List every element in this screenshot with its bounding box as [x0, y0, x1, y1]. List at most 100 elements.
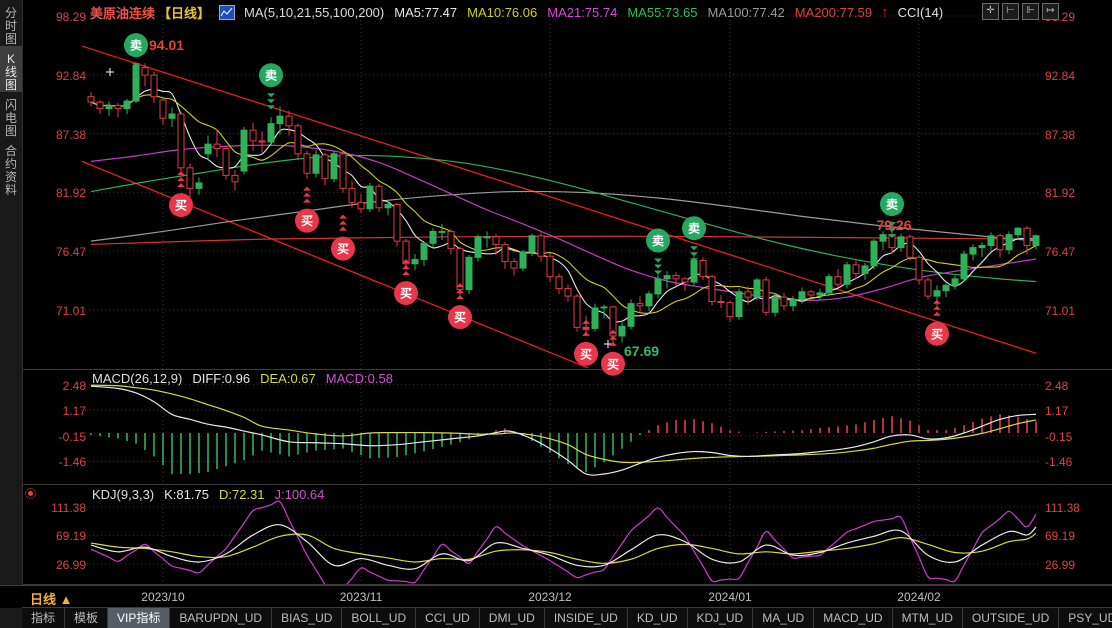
header-segment: MA(5,10,21,55,100,200) [244, 4, 385, 20]
axis-label: 111.38 [1045, 501, 1080, 515]
svg-text:买: 买 [337, 242, 349, 256]
buy-signal[interactable]: 买 [925, 299, 949, 346]
indicator-title-segment: K:81.75 [164, 487, 209, 502]
indicator-tab-模板[interactable]: 模板 [65, 608, 109, 628]
kdj-panel [90, 500, 1037, 584]
indicator-tab-PSY_UD[interactable]: PSY_UD [1059, 608, 1112, 628]
sidebar-item-闪电图[interactable]: 闪 电 图 [4, 98, 17, 138]
ma21-line [90, 144, 1037, 302]
axis-label: 81.92 [55, 186, 86, 201]
indicator-tab-BIAS_UD[interactable]: BIAS_UD [272, 608, 343, 628]
axis-label: 76.47 [1045, 245, 1076, 260]
anchor-mark [106, 68, 114, 76]
svg-text:买: 买 [607, 357, 619, 371]
ma55-line [90, 154, 1037, 283]
header-segment: MA55:73.65 [627, 4, 698, 20]
axis-label: 26.99 [55, 557, 86, 572]
svg-text:卖: 卖 [688, 221, 700, 236]
svg-text:卖: 卖 [265, 68, 277, 83]
indicator-tab-BOLL_UD[interactable]: BOLL_UD [342, 608, 417, 628]
sell-signal[interactable]: 卖 [259, 63, 283, 110]
indicator-title-segment: DEA:0.67 [260, 371, 316, 386]
axis-label: 69.19 [55, 529, 86, 544]
diff-line [90, 385, 1037, 476]
price-gridlines [85, 15, 1041, 565]
trendline [81, 45, 1037, 354]
axis-label: 2.48 [62, 378, 86, 393]
svg-text:买: 买 [301, 214, 313, 228]
buy-signal[interactable]: 买 67.69 [601, 329, 659, 376]
buy-signal[interactable]: 买 [448, 283, 472, 330]
chart-toolbar-icons: ✛ ⊢ ⊩ ↦ [982, 3, 1059, 20]
indicator-tab-KDJ_UD[interactable]: KDJ_UD [688, 608, 754, 628]
indicator-tab-VIP指标[interactable]: VIP指标 [108, 608, 171, 628]
axis-right-icon[interactable]: ⊩ [1022, 3, 1039, 20]
buy-signal[interactable]: 买 [394, 259, 418, 306]
indicator-tab-指标[interactable]: 指标 [22, 608, 66, 628]
indicator-tab-DMI_UD[interactable]: DMI_UD [480, 608, 545, 628]
buy-signal[interactable]: 买 [331, 214, 355, 261]
kdj-title: KDJ(9,3,3) K:81.75 D:72.31 J:100.64 [92, 487, 324, 502]
header-segment: MA5:77.47 [394, 4, 458, 20]
svg-text:卖: 卖 [130, 38, 142, 53]
sell-signal[interactable]: 卖 [646, 228, 670, 275]
sell-signal[interactable]: 卖 94.01 [124, 33, 184, 80]
indicator-tab-CCI_UD[interactable]: CCI_UD [416, 608, 480, 628]
date-label: 2023/10 [141, 590, 185, 604]
buy-signal[interactable]: 买 [169, 171, 193, 218]
sidebar-item-K线图[interactable]: K 线 图 [0, 46, 22, 92]
sell-signal[interactable]: 卖 79.26 [876, 192, 912, 239]
indicator-tab-INSIDE_UD[interactable]: INSIDE_UD [545, 608, 628, 628]
axis-label: 92.84 [55, 68, 86, 83]
axis-label: 1.17 [62, 404, 86, 419]
indicator-title-segment: MACD:0.58 [325, 371, 393, 386]
indicator-tab-bar: 指标 模板 VIP指标 BARUPDN_UD BIAS_UD BOLL_UD CCI_UD D… [22, 607, 1112, 628]
indicator-tab-MACD_UD[interactable]: MACD_UD [814, 608, 893, 628]
dea-line [90, 384, 1037, 464]
axis-label: 76.47 [55, 245, 86, 260]
buy-signal[interactable]: 买 [574, 319, 598, 366]
k-line [90, 524, 1037, 570]
svg-text:卖: 卖 [886, 197, 898, 212]
ma5-line [90, 88, 1037, 323]
axis-left-icon[interactable]: ⊢ [1002, 3, 1019, 20]
axis-label: 1.17 [1045, 404, 1069, 419]
indicator-title-segment: D:72.31 [218, 487, 265, 502]
indicator-title-segment: J:100.64 [274, 487, 325, 502]
indicator-tab-OUTSIDE_UD[interactable]: OUTSIDE_UD [963, 608, 1060, 628]
indicator-title-segment: MACD(26,12,9) [92, 371, 183, 386]
sell-signal[interactable]: 卖 [682, 216, 706, 263]
axis-label: 111.38 [51, 501, 86, 515]
expand-right-icon[interactable]: ↦ [1042, 3, 1059, 20]
buy-signal[interactable]: 买 [295, 186, 319, 233]
period-selector[interactable]: 日线 ▲ [30, 592, 73, 607]
sidebar-item-分时图[interactable]: 分 时 图 [4, 6, 17, 46]
axis-label: 71.01 [1045, 304, 1076, 318]
pan-icon[interactable]: ✛ [982, 3, 999, 20]
indicator-tab-MA_UD[interactable]: MA_UD [753, 608, 815, 628]
header-segment: MA200:77.59 [794, 4, 873, 20]
indicator-settings-icon[interactable] [25, 488, 36, 499]
period-tag: 【日线】 [158, 5, 211, 21]
sub-indicator-label: CCI(14) [897, 4, 944, 20]
axis-label: 87.38 [1045, 127, 1076, 142]
axis-label: 69.19 [1045, 529, 1076, 544]
indicator-tab-BARUPDN_UD[interactable]: BARUPDN_UD [170, 608, 273, 628]
axis-label: -1.46 [1045, 455, 1073, 470]
axis-label: 98.29 [55, 10, 86, 24]
sidebar-item-合约资料[interactable]: 合 约 资 料 [4, 144, 17, 197]
axis-label: 2.48 [1045, 378, 1069, 393]
indicator-tab-KD_UD[interactable]: KD_UD [628, 608, 688, 628]
header-segment: MA21:75.74 [547, 4, 618, 20]
indicator-title-segment: KDJ(9,3,3) [92, 487, 155, 502]
date-label: 2024/02 [897, 590, 941, 604]
axis-label: 87.38 [55, 127, 86, 142]
chart-header: 美原油连续 【日线】 MA(5,10,21,55,100,200) MA5:77.… [90, 0, 943, 24]
indicator-tab-MTM_UD[interactable]: MTM_UD [893, 608, 963, 628]
svg-text:79.26: 79.26 [876, 217, 911, 233]
ma10-line [90, 94, 1037, 314]
svg-text:卖: 卖 [652, 233, 664, 248]
